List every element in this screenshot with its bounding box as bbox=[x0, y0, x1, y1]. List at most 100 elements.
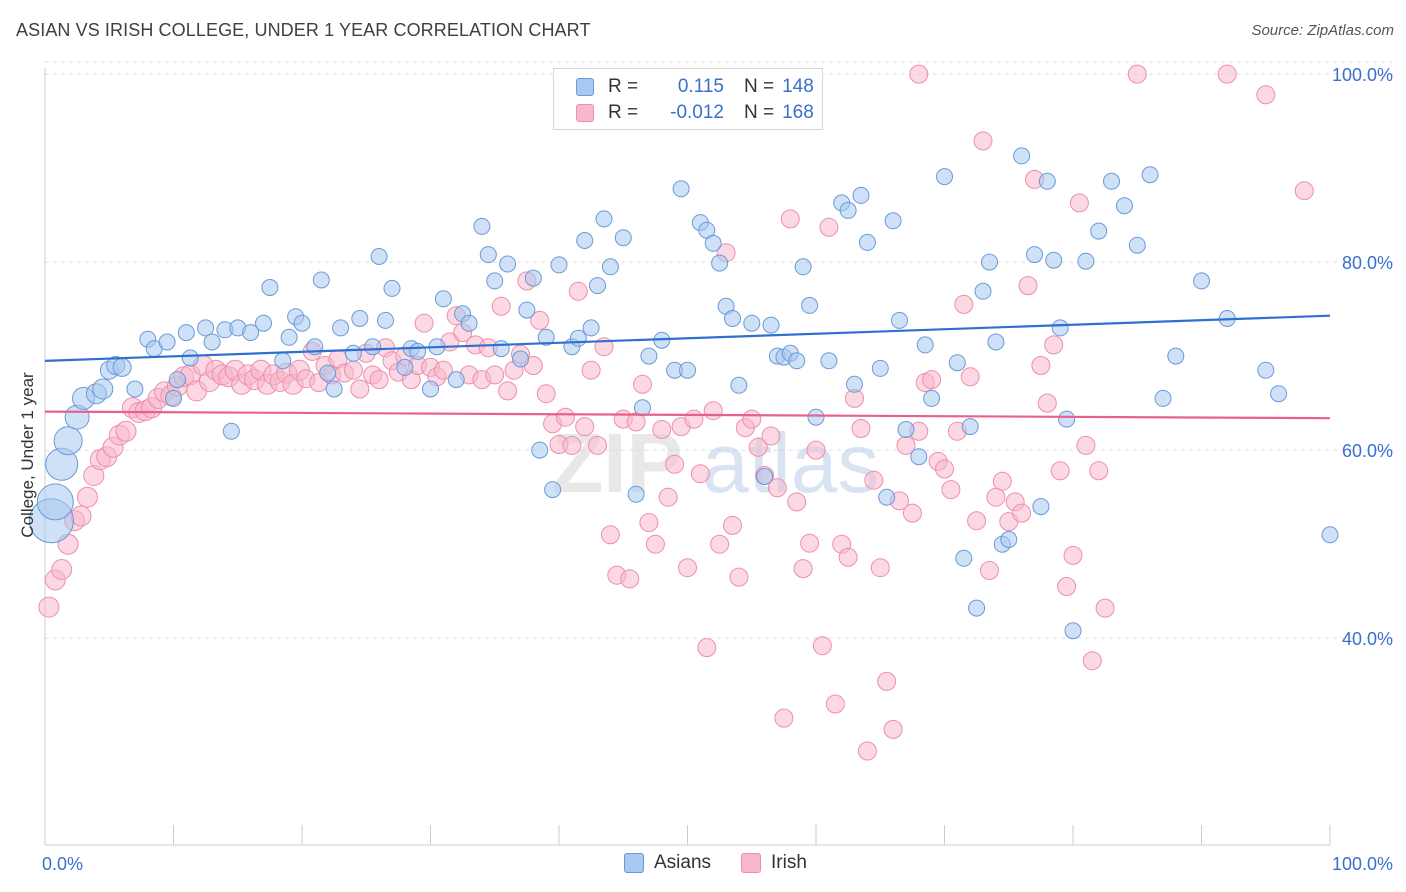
asians-point bbox=[409, 342, 427, 360]
irish-point bbox=[600, 525, 620, 545]
asians-point bbox=[724, 310, 741, 327]
asians-point bbox=[1193, 272, 1210, 290]
irish-point bbox=[1256, 85, 1276, 105]
asians-point bbox=[884, 212, 902, 230]
x-tick-label-min: 0.0% bbox=[42, 854, 83, 874]
irish-point bbox=[941, 480, 961, 500]
irish-point bbox=[491, 296, 511, 316]
irish-point bbox=[414, 313, 434, 333]
asians-point bbox=[640, 347, 658, 365]
irish-point bbox=[954, 294, 974, 314]
asians-point bbox=[595, 210, 613, 228]
irish-point bbox=[967, 511, 987, 531]
asians-point bbox=[1090, 222, 1108, 240]
irish-point bbox=[665, 454, 685, 474]
asians-point bbox=[1154, 389, 1172, 407]
asians-point bbox=[1167, 347, 1185, 365]
irish-point bbox=[1037, 393, 1057, 413]
asians-point bbox=[807, 408, 825, 426]
irish-point bbox=[909, 64, 929, 84]
irish-point bbox=[960, 367, 980, 387]
asians-point bbox=[878, 488, 896, 506]
asians-point bbox=[839, 201, 857, 219]
irish-point bbox=[973, 131, 993, 151]
asians-point bbox=[518, 301, 536, 319]
y-axis-label: College, Under 1 year bbox=[18, 372, 37, 538]
watermark: ZIP atlas bbox=[552, 416, 879, 510]
asians-point bbox=[92, 378, 114, 400]
irish-point bbox=[1050, 461, 1070, 481]
irish-point bbox=[70, 505, 92, 527]
irish-point bbox=[690, 464, 710, 484]
legend-item-asians[interactable]: Asians bbox=[624, 852, 711, 874]
asians-point bbox=[820, 352, 838, 370]
irish-point bbox=[1044, 335, 1064, 355]
asians-point bbox=[550, 256, 568, 274]
x-tick-label-max: 100.0% bbox=[1332, 854, 1393, 874]
legend-item-irish[interactable]: Irish bbox=[741, 852, 807, 874]
irish-point bbox=[1089, 461, 1109, 481]
irish-point bbox=[633, 374, 652, 394]
asians-trendline bbox=[44, 314, 1331, 362]
asians-point bbox=[801, 296, 819, 314]
asians-point bbox=[948, 354, 966, 372]
asians-point bbox=[377, 311, 394, 329]
asians-point bbox=[1058, 410, 1076, 428]
asians-point bbox=[158, 333, 176, 351]
asians-point bbox=[679, 361, 696, 379]
irish-point bbox=[588, 435, 607, 455]
asians-point bbox=[601, 258, 619, 276]
irish-point bbox=[812, 636, 832, 656]
irish-point bbox=[723, 515, 742, 535]
asians-point bbox=[222, 422, 240, 440]
irish-point bbox=[793, 559, 813, 579]
irish-r-label: R = bbox=[608, 102, 639, 123]
asians-point bbox=[473, 217, 491, 235]
asians-point bbox=[319, 364, 337, 382]
asians-point bbox=[479, 246, 497, 264]
irish-point bbox=[935, 459, 954, 479]
asians-point bbox=[325, 380, 343, 398]
irish-point bbox=[819, 217, 839, 237]
irish-point bbox=[343, 360, 363, 380]
irish-point bbox=[748, 437, 768, 457]
asians-point bbox=[261, 279, 279, 296]
watermark-text-atlas: atlas bbox=[702, 416, 879, 510]
irish-point bbox=[51, 559, 73, 580]
asians-point bbox=[197, 319, 215, 337]
irish-point bbox=[1076, 435, 1096, 455]
asians-point bbox=[531, 441, 549, 459]
asians-point bbox=[576, 232, 594, 249]
asians-point bbox=[1045, 251, 1063, 269]
asians-point bbox=[1128, 236, 1146, 254]
series-legend: Asians Irish bbox=[624, 852, 837, 874]
asians-point bbox=[255, 314, 272, 332]
irish-point bbox=[498, 381, 518, 401]
asians-point bbox=[981, 253, 998, 271]
irish-series bbox=[38, 64, 1314, 761]
y-tick-label-60: 60.0% bbox=[1342, 441, 1393, 461]
asians-point bbox=[897, 421, 915, 438]
asians-point bbox=[512, 350, 529, 368]
asians-point bbox=[910, 448, 928, 466]
irish-point bbox=[992, 471, 1012, 491]
irish-point bbox=[369, 370, 389, 390]
asians-point bbox=[1321, 526, 1339, 544]
asians-point bbox=[1141, 166, 1159, 184]
irish-point bbox=[742, 409, 762, 429]
irish-point bbox=[1069, 193, 1089, 213]
asians-point bbox=[923, 389, 941, 407]
irish-point bbox=[658, 487, 678, 507]
irish-point bbox=[645, 534, 665, 554]
irish-point bbox=[1012, 503, 1032, 523]
asians-n-label: N = bbox=[744, 76, 775, 97]
irish-point bbox=[1057, 577, 1077, 596]
irish-point bbox=[115, 420, 137, 442]
asians-point bbox=[987, 333, 1005, 351]
correlation-legend: R = 0.115 N = 148 R = -0.012 N = 168 bbox=[553, 68, 823, 130]
asians-point bbox=[614, 229, 632, 247]
asians-point bbox=[492, 340, 510, 358]
asians-point bbox=[280, 328, 298, 346]
asians-point bbox=[332, 319, 350, 337]
